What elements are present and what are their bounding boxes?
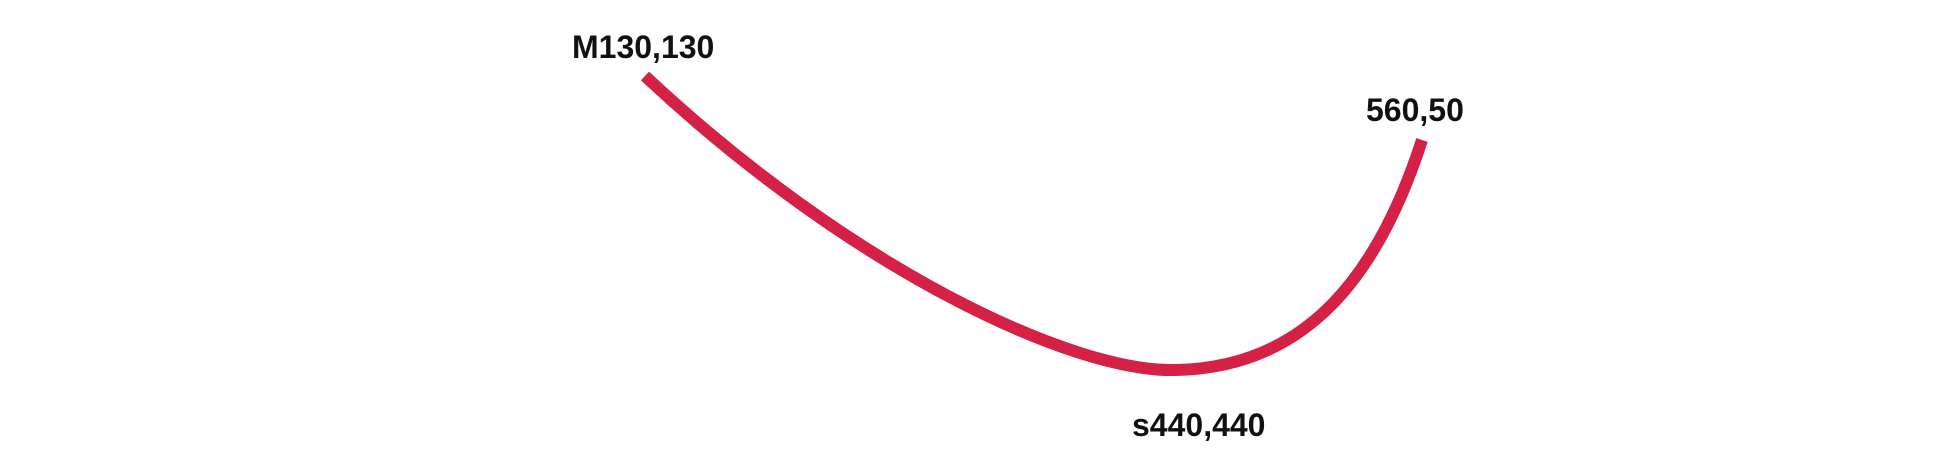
start-point-label: M130,130 (572, 29, 714, 65)
end-point-label: 560,50 (1366, 92, 1464, 128)
cubic-bezier-curve (640, 71, 1428, 377)
control-point-label: s440,440 (1132, 407, 1265, 443)
